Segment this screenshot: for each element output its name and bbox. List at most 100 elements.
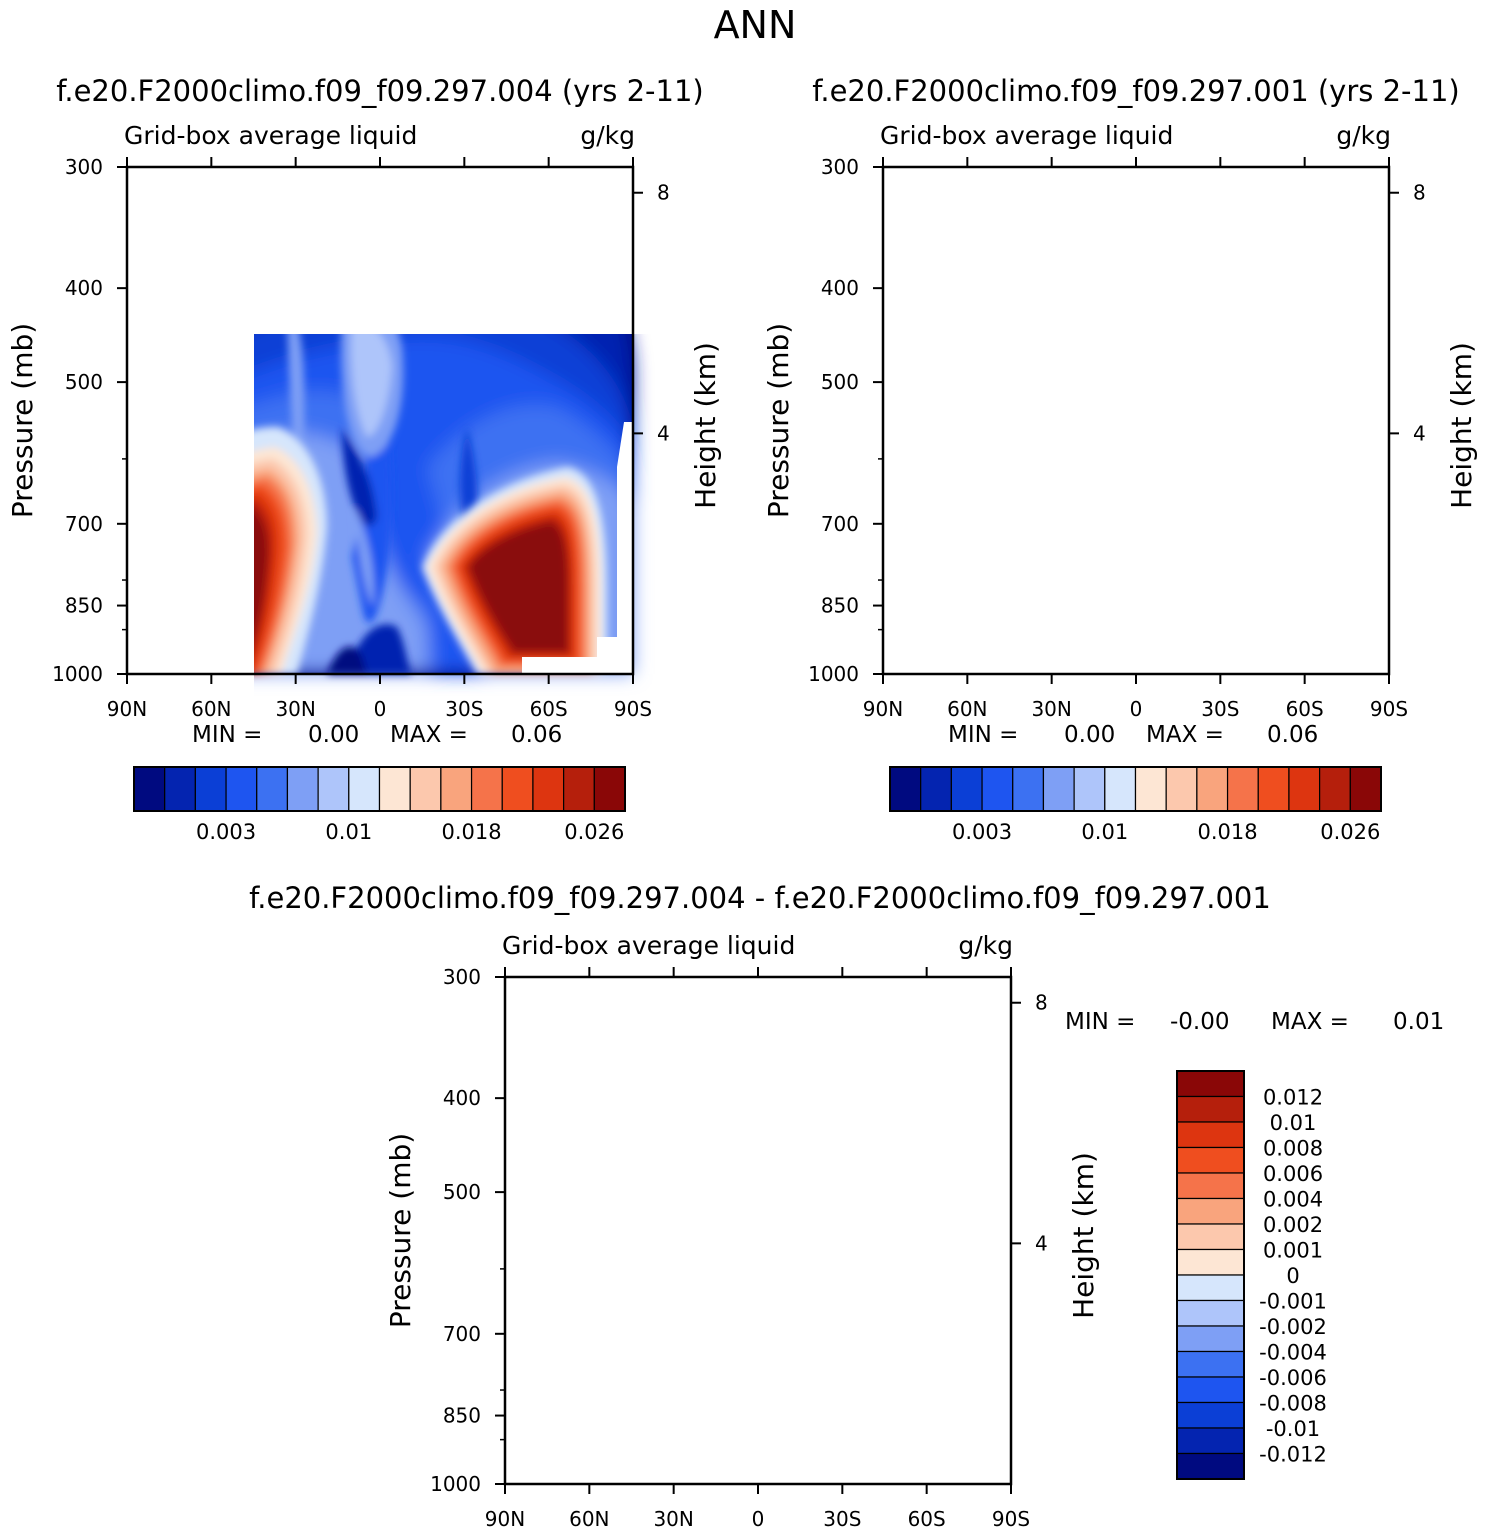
- lat-tick-label: 60S: [530, 697, 568, 721]
- panel-2-plot-frame: [881, 165, 1391, 676]
- colorbar-box: [1288, 766, 1321, 812]
- diff-units: g/kg: [958, 931, 1013, 960]
- colorbar-label: -0.008: [1259, 1392, 1327, 1416]
- colorbar-frame: [1176, 1070, 1245, 1480]
- colorbar-box: [1176, 1121, 1245, 1149]
- pressure-tick-label: 400: [65, 276, 103, 300]
- lat-tick-label: 30S: [1201, 697, 1239, 721]
- panel-2-field: [883, 167, 1389, 674]
- colorbar-box: [1104, 766, 1137, 812]
- colorbar-box: [1012, 766, 1045, 812]
- colorbar-box: [1176, 1350, 1245, 1378]
- colorbar-box: [563, 766, 595, 812]
- colorbar-label: -0.001: [1259, 1290, 1327, 1314]
- colorbar-box: [470, 766, 503, 812]
- panel-2: f.e20.F2000climo.f09_f09.297.001 (yrs 2-…: [762, 74, 1478, 844]
- lat-tick-label: 90S: [614, 697, 652, 721]
- colorbar-box: [378, 766, 411, 812]
- colorbar-label: 0.018: [1198, 820, 1258, 844]
- colorbar-label: 0.026: [564, 820, 624, 844]
- colorbar-label: 0.002: [1263, 1213, 1323, 1237]
- colorbar-box: [501, 766, 534, 812]
- diff-field: [505, 977, 1011, 1484]
- panel-1-min-value: 0.00: [308, 722, 359, 748]
- lat-tick-label: 90S: [1370, 697, 1408, 721]
- colorbar-box: [593, 766, 626, 812]
- height-tick-label: 8: [657, 181, 670, 205]
- colorbar-box: [1176, 1070, 1245, 1098]
- lat-tick-label: 90N: [485, 1507, 525, 1531]
- colorbar-label: 0: [1286, 1264, 1299, 1288]
- panel-1-variable: Grid-box average liquid: [124, 121, 417, 150]
- colorbar-label: 0.01: [325, 820, 372, 844]
- pressure-tick-label: 400: [443, 1086, 481, 1110]
- colorbar-label: 0.001: [1263, 1239, 1323, 1263]
- y2-axis-label: Height (km): [1445, 342, 1478, 509]
- y-axis-label: Pressure (mb): [6, 323, 39, 518]
- lat-tick-label: 0: [1130, 697, 1143, 721]
- pressure-tick-label: 1000: [430, 1472, 481, 1496]
- lat-tick-label: 60N: [569, 1507, 609, 1531]
- panel-2-variable: Grid-box average liquid: [880, 121, 1173, 150]
- y2-axis-label: Height (km): [689, 342, 722, 509]
- panel-2-min-value: 0.00: [1064, 722, 1115, 748]
- colorbar-box: [348, 766, 381, 812]
- panel-2-units: g/kg: [1336, 121, 1391, 150]
- diff-case-title: f.e20.F2000climo.f09_f09.297.004 - f.e20…: [249, 881, 1271, 915]
- colorbar-label: 0.003: [952, 820, 1012, 844]
- lat-tick-label: 30S: [445, 697, 483, 721]
- colorbar-box: [1176, 1197, 1245, 1225]
- colorbar-label: 0.004: [1263, 1188, 1323, 1212]
- colorbar-box: [1073, 766, 1106, 812]
- panel-1-colorbar: 0.003 0.01 0.018 0.026: [133, 766, 626, 844]
- colorbar-label: 0.006: [1263, 1162, 1323, 1186]
- pressure-tick-label: 500: [65, 370, 103, 394]
- pressure-tick-label: 700: [65, 512, 103, 536]
- colorbar-box: [1176, 1299, 1245, 1327]
- diff-min-value: -0.00: [1170, 1009, 1230, 1035]
- colorbar-label: 0.008: [1263, 1137, 1323, 1161]
- lat-tick-label: 60N: [947, 697, 987, 721]
- pressure-tick-label: 400: [821, 276, 859, 300]
- colorbar-box: [1349, 766, 1382, 812]
- colorbar-box: [1176, 1376, 1245, 1404]
- colorbar-box: [256, 766, 289, 812]
- colorbar-box: [950, 766, 983, 812]
- colorbar-box: [1176, 1172, 1245, 1200]
- colorbar-box: [317, 766, 350, 812]
- lat-tick-label: 30N: [653, 1507, 693, 1531]
- colorbar-label: 0.018: [442, 820, 502, 844]
- colorbar-label: 0.003: [196, 820, 256, 844]
- colorbar-box: [409, 766, 442, 812]
- panel-2-min-label: MIN =: [948, 722, 1018, 748]
- pressure-tick-label: 300: [821, 155, 859, 179]
- diff-axes: 300 400 500 700 850 1000 8 4 90N 60N 30N 0 30S 60S 90S…: [384, 965, 1100, 1531]
- panel-2-colorbar: 0.003 0.01 0.018 0.026: [889, 766, 1382, 844]
- lat-tick-label: 30N: [275, 697, 315, 721]
- panel-2-max-label: MAX =: [1146, 722, 1224, 748]
- colorbar-box: [286, 766, 319, 812]
- pressure-tick-label: 850: [65, 594, 103, 618]
- colorbar-box: [1226, 766, 1259, 812]
- colorbar-box: [532, 766, 565, 812]
- colorbar-label: 0.026: [1320, 820, 1380, 844]
- lat-tick-label: 60N: [191, 697, 231, 721]
- colorbar-box: [1042, 766, 1075, 812]
- colorbar-box: [889, 766, 922, 812]
- colorbar-box: [1176, 1223, 1245, 1251]
- height-tick-label: 8: [1035, 991, 1048, 1015]
- lat-tick-label: 30S: [823, 1507, 861, 1531]
- pressure-tick-label: 850: [443, 1404, 481, 1428]
- colorbar-box: [1176, 1248, 1245, 1276]
- colorbar-box: [1176, 1095, 1245, 1123]
- colorbar-box: [1257, 766, 1290, 812]
- colorbar-label: -0.002: [1259, 1315, 1327, 1339]
- colorbar-frame: [889, 766, 1382, 812]
- panel-2-case-title: f.e20.F2000climo.f09_f09.297.001 (yrs 2-…: [812, 74, 1459, 108]
- diff-max-value: 0.01: [1393, 1009, 1444, 1035]
- pressure-tick-label: 700: [821, 512, 859, 536]
- colorbar-label: 0.01: [1081, 820, 1128, 844]
- diff-min-label: MIN =: [1065, 1009, 1135, 1035]
- panel-1-axes: 300 400 500 700 850 1000 8 4 90N 60N 30N 0 30S 60S 90S…: [6, 155, 722, 721]
